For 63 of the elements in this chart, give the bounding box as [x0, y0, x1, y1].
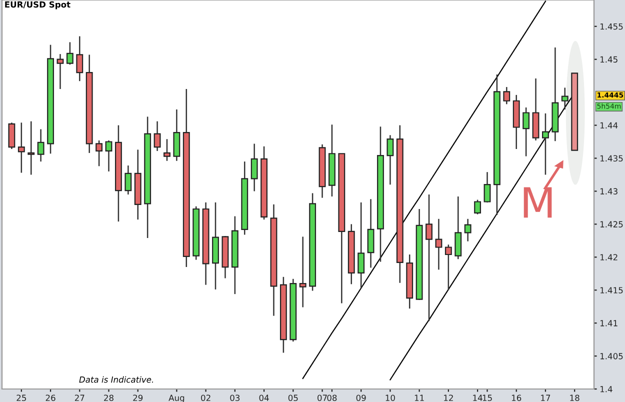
chart-title: EUR/USD Spot [5, 1, 70, 10]
x-tick-label: 09 [356, 394, 366, 402]
y-tick-label: 1.415 [600, 287, 623, 294]
x-tick-label: 26 [46, 394, 56, 402]
candlestick [474, 199, 482, 215]
y-tick-label: 1.425 [600, 221, 623, 228]
candlestick [124, 164, 132, 196]
candlestick [454, 196, 462, 260]
y-tick-label: 1.455 [600, 23, 623, 30]
x-tick-label: 17 [541, 394, 550, 401]
candlestick [464, 218, 472, 242]
x-tick-label: 16 [512, 394, 522, 402]
x-tick-label: 28 [104, 394, 114, 402]
y-tick-label: 1.42 [600, 254, 618, 260]
y-tick-label: 1.435 [600, 155, 623, 162]
candlestick [299, 236, 306, 308]
x-tick-label: 29 [133, 394, 143, 402]
x-tick-label: 10 [386, 394, 395, 402]
y-tick-label: 1.43 [600, 188, 618, 194]
annotation: M [524, 187, 552, 218]
x-tick-label: 12 [444, 394, 453, 401]
candlestick [522, 106, 530, 157]
x-tick-label: 25 [16, 394, 26, 402]
candlestick [435, 218, 442, 270]
candlestick [154, 120, 161, 152]
candlestick [164, 138, 170, 162]
y-tick-label: 1.4 [600, 386, 612, 392]
candlestick [250, 143, 258, 192]
y-tick-label: 1.405 [600, 353, 623, 360]
candlestick [18, 122, 25, 174]
x-tick-label: 18 [570, 394, 580, 402]
x-tick-label: 04 [259, 394, 269, 402]
x-tick-label: 07 [318, 394, 327, 402]
candlestick [367, 198, 374, 268]
candlestick [503, 86, 510, 105]
y-tick-label: 1.45 [600, 56, 618, 63]
candlestick [28, 120, 35, 176]
candlestick [426, 194, 432, 322]
x-tick-label: 14 [473, 394, 482, 401]
candlestick [484, 171, 491, 204]
candlestick [37, 128, 44, 162]
candlestick [56, 53, 64, 90]
candlestick [66, 42, 74, 66]
y-tick-label: 1.41 [600, 320, 618, 326]
x-tick-label: 08 [327, 394, 337, 402]
x-tick-label: 03 [230, 394, 240, 402]
candlestick [105, 140, 112, 172]
x-tick-label: 27 [74, 394, 84, 401]
candlestick [358, 202, 365, 289]
x-tick-label: 11 [414, 394, 424, 401]
x-tick-label: 05 [288, 394, 298, 402]
candlestick [561, 87, 568, 110]
annotation: Data is Indicative. [79, 376, 154, 383]
x-tick-label: 15 [482, 394, 492, 402]
candlestick [8, 122, 16, 150]
candlestick [444, 244, 452, 291]
x-tick-label: 02 [201, 394, 210, 402]
candlestick [76, 36, 84, 82]
candlestick [386, 134, 394, 186]
candlestick [542, 112, 549, 176]
candlestick [96, 140, 103, 167]
candlestick [173, 108, 180, 162]
y-tick-label: 1.44 [600, 122, 618, 128]
